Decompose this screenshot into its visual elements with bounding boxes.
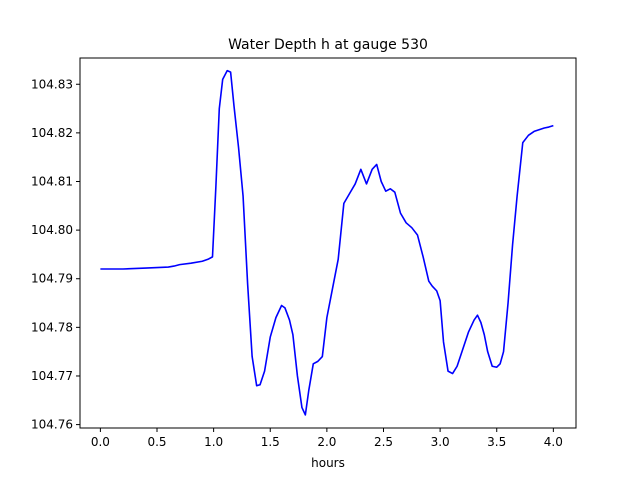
x-tick-label: 1.5: [261, 435, 280, 449]
y-tick-label: 104.77: [31, 369, 73, 383]
x-tick-label: 3.0: [431, 435, 450, 449]
chart-title: Water Depth h at gauge 530: [228, 37, 428, 53]
x-tick-label: 4.0: [544, 435, 563, 449]
y-tick-label: 104.78: [31, 320, 73, 334]
x-axis-label: hours: [311, 456, 345, 470]
series-line-0: [100, 69, 554, 416]
x-tick-label: 2.0: [317, 435, 336, 449]
x-tick-label: 0.0: [91, 435, 110, 449]
x-tick-label: 0.5: [147, 435, 166, 449]
y-axis: 104.76 104.77 104.78 104.79 104.80 104.81 104.…: [31, 77, 80, 432]
y-tick-label: 104.82: [31, 126, 73, 140]
x-axis: 0.0 0.5 1.0 1.5 2.0 2.5 3.0 3.5 4.0: [91, 428, 563, 449]
plot-area: [100, 69, 554, 416]
y-tick-label: 104.81: [31, 174, 73, 188]
y-tick-label: 104.80: [31, 223, 73, 237]
x-tick-label: 1.0: [204, 435, 223, 449]
y-tick-label: 104.79: [31, 272, 73, 286]
x-tick-label: 3.5: [487, 435, 506, 449]
x-tick-label: 2.5: [374, 435, 393, 449]
plot-frame: [79, 57, 577, 429]
y-tick-label: 104.83: [31, 77, 73, 91]
y-tick-label: 104.76: [31, 418, 73, 432]
